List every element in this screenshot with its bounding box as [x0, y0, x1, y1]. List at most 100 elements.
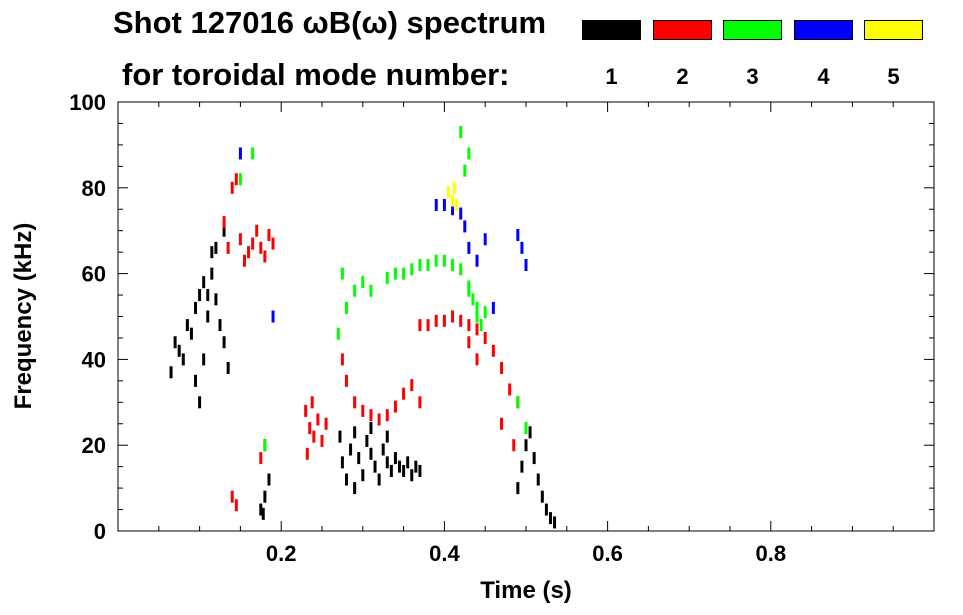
spectrum-mark-n4	[459, 207, 463, 220]
spectrum-mark-n1	[381, 443, 385, 456]
spectrum-mark-n4	[463, 220, 467, 233]
spectrum-mark-n1	[524, 439, 528, 452]
y-axis-label: Frequency (kHz)	[10, 223, 37, 410]
spectrum-mark-n1	[410, 469, 414, 482]
spectrum-mark-n4	[434, 198, 438, 211]
spectrum-mark-n2	[418, 396, 422, 409]
spectrum-mark-n2	[369, 409, 373, 422]
spectrum-mark-n3	[434, 254, 438, 267]
spectrum-mark-n1	[414, 460, 418, 473]
spectrum-mark-n2	[304, 404, 308, 417]
spectrum-mark-n3	[340, 267, 344, 280]
spectrum-mark-n3	[426, 259, 430, 272]
spectrum-mark-n3	[251, 147, 255, 160]
spectrum-mark-n2	[353, 396, 357, 409]
spectrum-mark-n3	[353, 284, 357, 297]
spectrum-mark-n1	[385, 456, 389, 469]
legend-swatch-2	[653, 20, 712, 40]
spectrum-mark-n1	[214, 241, 218, 254]
spectrum-mark-n4	[524, 259, 528, 272]
spectrum-mark-n2	[255, 224, 259, 237]
spectrum-mark-n1	[218, 319, 222, 332]
legend-label-2: 2	[676, 64, 689, 89]
spectrum-mark-n2	[451, 310, 455, 323]
spectrum-mark-n1	[261, 507, 265, 520]
x-axis-label: Time (s)	[480, 577, 572, 604]
spectrum-mark-n2	[226, 241, 230, 254]
spectrum-mark-n2	[234, 173, 238, 186]
axis-ticks	[118, 101, 934, 532]
spectrum-mark-n2	[459, 314, 463, 327]
spectrum-mark-n1	[222, 224, 226, 237]
spectrum-mark-n1	[544, 503, 548, 516]
spectrum-mark-n2	[222, 216, 226, 229]
legend-label-4: 4	[817, 64, 830, 89]
spectrum-mark-n2	[467, 336, 471, 349]
spectrum-mark-n4	[516, 228, 520, 241]
spectrum-mark-n2	[500, 361, 504, 374]
spectrum-mark-n2	[377, 413, 381, 426]
spectrum-mark-n2	[238, 233, 242, 246]
spectrum-mark-n2	[234, 499, 238, 512]
spectrum-mark-n2	[251, 237, 255, 250]
spectrum-mark-n1	[206, 310, 210, 323]
chart-title-line2: for toroidal mode number:	[122, 57, 510, 92]
spectrum-mark-n1	[210, 246, 214, 259]
spectrum-mark-n1	[369, 447, 373, 460]
spectrum-mark-n1	[177, 344, 181, 357]
spectrum-mark-n3	[471, 293, 475, 306]
spectrum-mark-n2	[242, 254, 246, 267]
spectrum-mark-n3	[467, 147, 471, 160]
spectrum-mark-n1	[389, 464, 393, 477]
spectrum-mark-n1	[393, 452, 397, 465]
spectrum-mark-n2	[512, 439, 516, 452]
spectrum-mark-n2	[402, 387, 406, 400]
spectrum-mark-n2	[320, 434, 324, 447]
spectrum-mark-n1	[406, 456, 410, 469]
spectrum-mark-n3	[369, 284, 373, 297]
spectrum-mark-n1	[222, 336, 226, 349]
spectrum-mark-n2	[312, 430, 316, 443]
spectrum-mark-n4	[238, 147, 242, 160]
spectrum-mark-n3	[475, 301, 479, 314]
spectrum-mark-n3	[336, 327, 340, 340]
spectrum-mark-n1	[353, 482, 357, 495]
spectrum-mark-n4	[467, 241, 471, 254]
spectrum-mark-n1	[263, 490, 267, 503]
spectrum-mark-n1	[226, 361, 230, 374]
spectrum-mark-n1	[214, 293, 218, 306]
spectrum-mark-n2	[259, 452, 263, 465]
spectrum-mark-n1	[402, 464, 406, 477]
spectrum-mark-n1	[198, 289, 202, 302]
y-tick-label: 0	[94, 519, 106, 544]
spectrum-mark-n1	[516, 482, 520, 495]
spectrum-mark-n2	[230, 490, 234, 503]
spectrum-mark-n3	[451, 259, 455, 272]
spectrum-mark-n2	[324, 417, 328, 430]
spectrum-mark-n2	[263, 250, 267, 263]
spectrum-mark-n2	[467, 319, 471, 332]
spectrum-mark-n1	[398, 460, 402, 473]
spectrum-mark-n3	[479, 319, 483, 332]
spectrum-mark-n2	[475, 353, 479, 366]
spectrum-mark-n1	[361, 469, 365, 482]
y-tick-label: 60	[82, 262, 106, 287]
spectrum-mark-n4	[491, 301, 495, 314]
y-tick-labels: 0 20 40 60 80 100	[69, 90, 106, 544]
spectrum-mark-n1	[353, 426, 357, 439]
spectrum-mark-n1	[344, 473, 348, 486]
spectrum-mark-n2	[316, 413, 320, 426]
x-tick-label: 0.8	[756, 541, 787, 566]
x-tick-label: 0.6	[592, 541, 623, 566]
spectrum-mark-n2	[410, 379, 414, 392]
spectrum-mark-n3	[410, 263, 414, 276]
spectrum-mark-n2	[393, 400, 397, 413]
spectrum-mark-n1	[540, 490, 544, 503]
spectrum-mark-n2	[259, 241, 263, 254]
spectrum-mark-n3	[524, 422, 528, 435]
spectrum-mark-n3	[459, 126, 463, 139]
spectrum-mark-n1	[259, 503, 263, 516]
spectrum-mark-n1	[194, 301, 198, 314]
spectrum-mark-n3	[442, 254, 446, 267]
y-tick-label: 80	[82, 176, 106, 201]
